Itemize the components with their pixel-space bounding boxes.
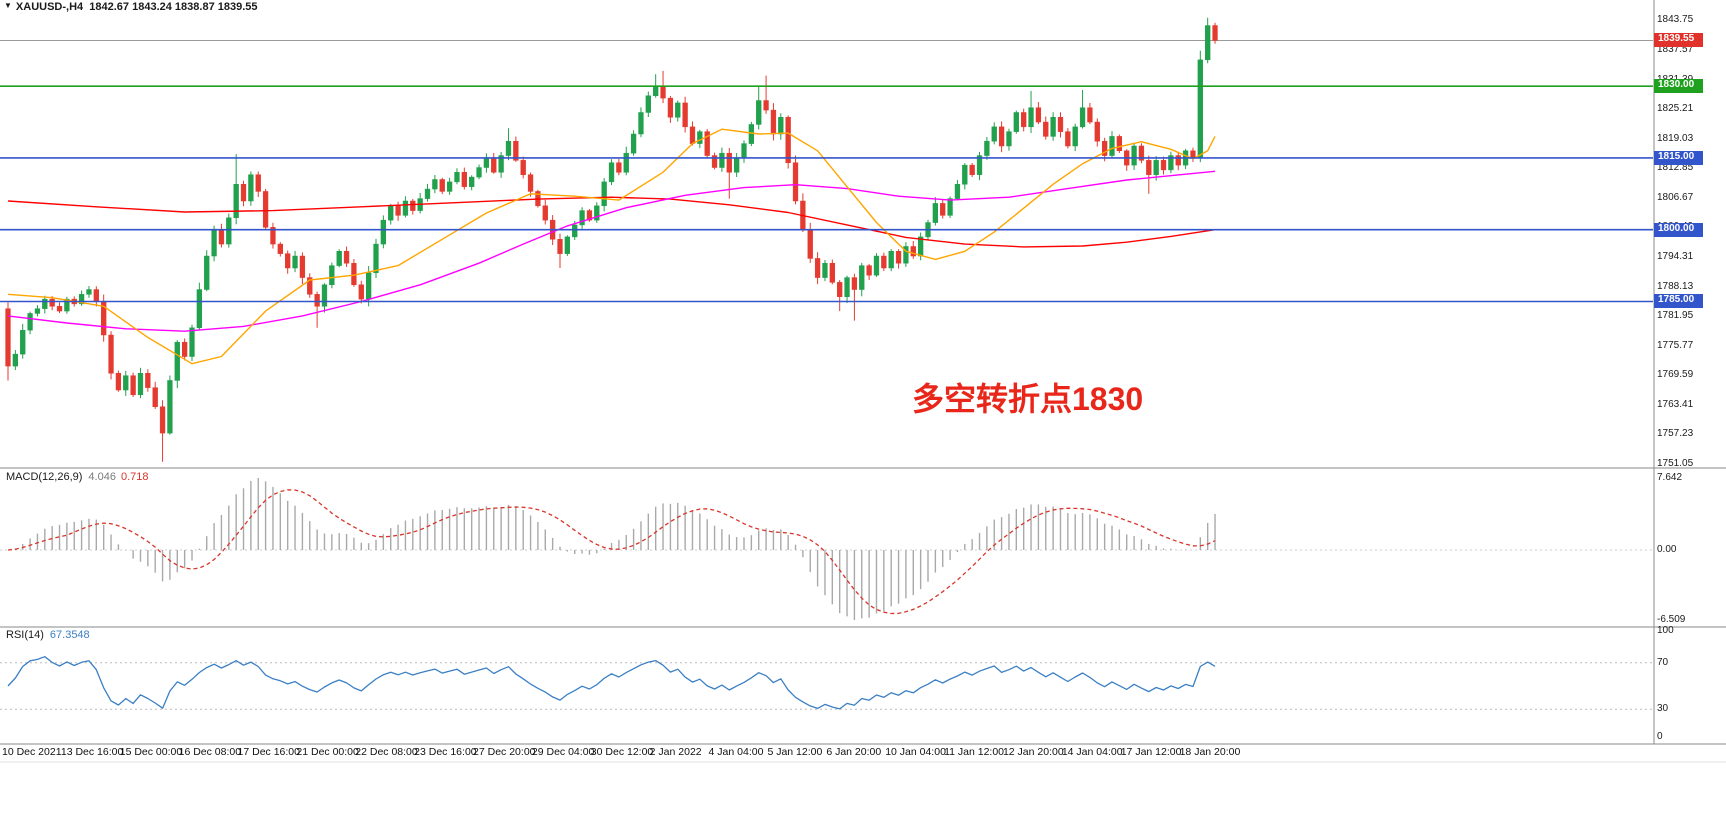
- candles-layer: [5, 17, 1218, 462]
- slow-ma-red: [7, 196, 1216, 248]
- panel-chrome: [0, 0, 1726, 763]
- mid-ma-magenta: [7, 170, 1216, 332]
- macd-panel: [0, 478, 1653, 620]
- moving-averages-layer: [7, 128, 1216, 365]
- fast-ma-orange: [7, 128, 1216, 365]
- macd-signal-line: [7, 489, 1216, 615]
- rsi-panel: [0, 656, 1653, 710]
- rsi-line: [7, 656, 1216, 710]
- level-lines-layer: [0, 85, 1653, 303]
